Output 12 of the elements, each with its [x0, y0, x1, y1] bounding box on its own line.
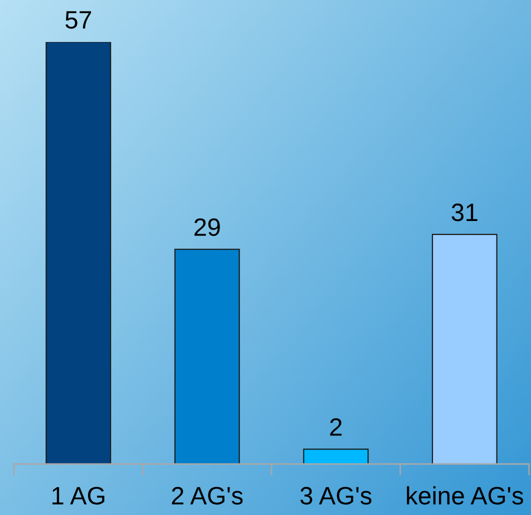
x-tick-label: 3 AG's [300, 486, 372, 505]
data-label: 31 [452, 204, 478, 222]
x-tick-label: 1 AG [52, 486, 104, 505]
data-label: 2 [330, 418, 342, 436]
x-tick-label: keine AG's [406, 486, 524, 505]
bar [46, 42, 112, 464]
data-label: 29 [194, 218, 220, 236]
x-tick-label: 2 AG's [172, 486, 243, 505]
bar [432, 234, 498, 464]
data-label: 57 [65, 11, 92, 29]
bar [303, 448, 369, 464]
bar [174, 248, 240, 464]
